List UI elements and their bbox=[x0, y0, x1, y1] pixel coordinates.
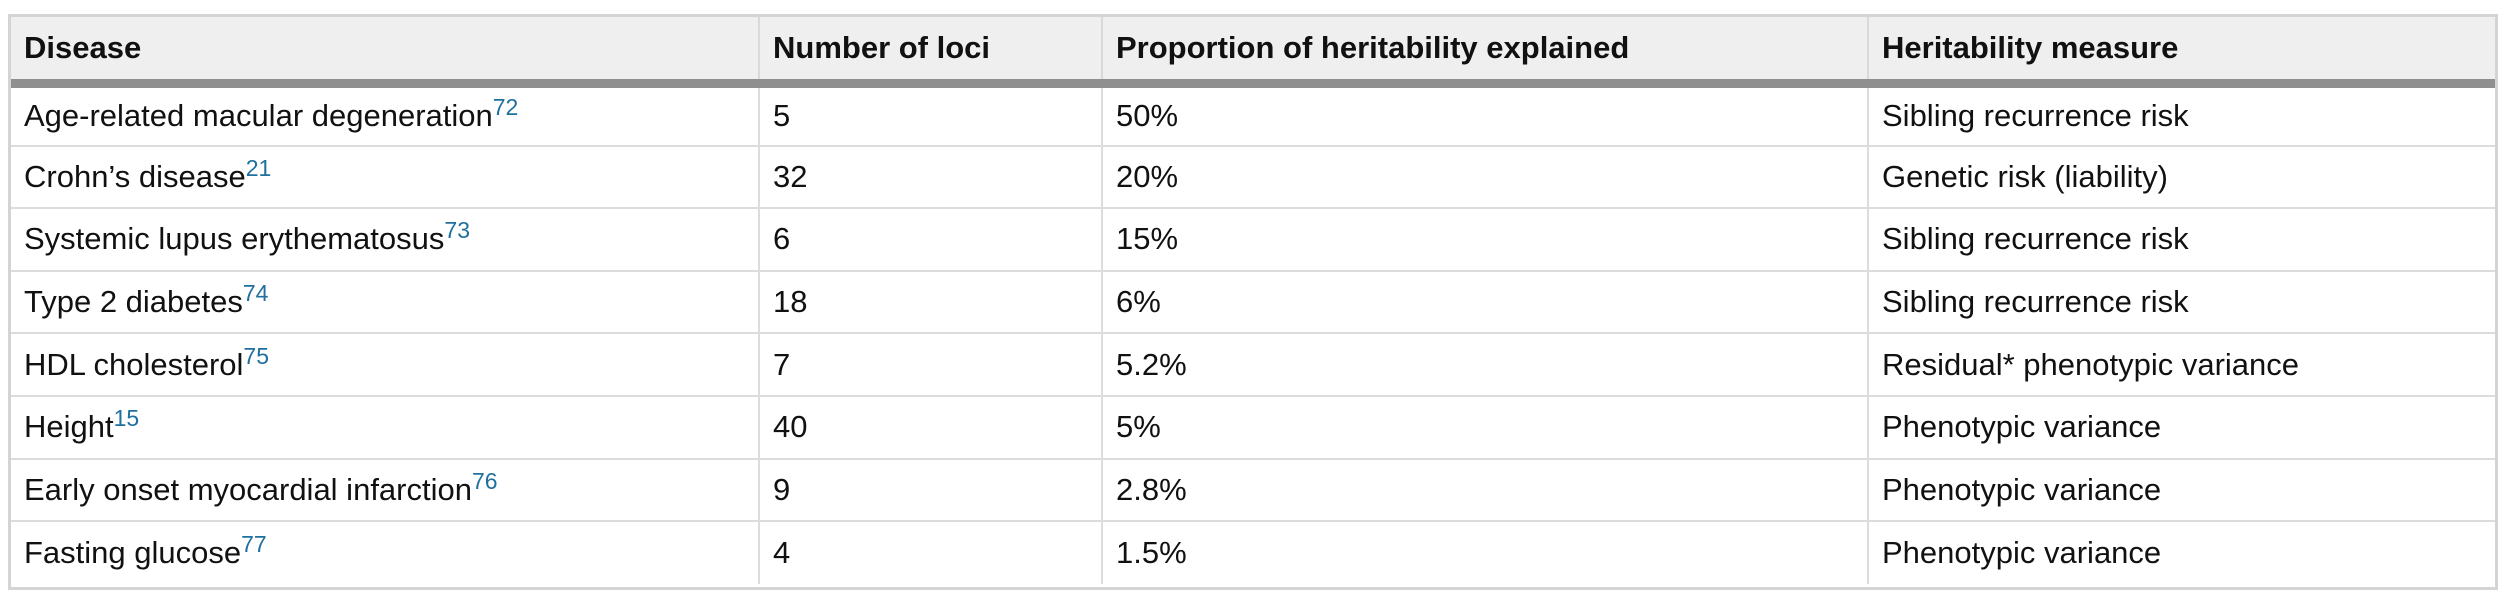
reference-link[interactable]: 74 bbox=[242, 280, 269, 307]
disease-name: Crohn’s disease bbox=[24, 158, 246, 194]
disease-cell: Height15 bbox=[11, 395, 760, 460]
disease-cell: HDL cholesterol75 bbox=[11, 333, 760, 397]
reference-link[interactable]: 15 bbox=[113, 405, 140, 432]
disease-name: Type 2 diabetes bbox=[24, 284, 243, 320]
loci-cell: 5 bbox=[759, 83, 1103, 147]
proportion-cell: 15% bbox=[1102, 208, 1869, 272]
proportion-cell: 5.2% bbox=[1102, 333, 1869, 397]
header-row: Disease Number of loci Proportion of her… bbox=[11, 17, 2495, 88]
reference-link[interactable]: 77 bbox=[241, 530, 267, 557]
disease-name: Early onset myocardial infarction bbox=[24, 471, 472, 507]
measure-cell: Phenotypic variance bbox=[1868, 458, 2495, 523]
table-row: Age-related macular degeneration72 5 50%… bbox=[11, 83, 2495, 147]
loci-cell: 9 bbox=[759, 458, 1103, 523]
column-header-disease: Disease bbox=[11, 17, 760, 88]
measure-cell: Phenotypic variance bbox=[1882, 534, 2162, 570]
table-row: Early onset myocardial infarction76 9 2.… bbox=[11, 458, 2495, 523]
disease-cell: Type 2 diabetes74 bbox=[11, 270, 760, 335]
table-row: HDL cholesterol75 7 5.2% Residual* pheno… bbox=[11, 333, 2495, 397]
proportion-cell: 20% bbox=[1102, 145, 1869, 210]
disease-name: Systemic lupus erythematosus bbox=[24, 221, 445, 257]
proportion-cell: 5% bbox=[1102, 395, 1869, 460]
proportion-cell: 6% bbox=[1102, 270, 1869, 335]
reference-link[interactable]: 73 bbox=[444, 217, 470, 244]
loci-cell: 4 bbox=[759, 521, 1103, 584]
reference-link[interactable]: 72 bbox=[492, 94, 519, 121]
disease-cell: Age-related macular degeneration72 bbox=[11, 83, 760, 147]
column-header-proportion-heritability: Proportion of heritability explained bbox=[1102, 17, 1869, 88]
table-row: Systemic lupus erythematosus73 6 15% Sib… bbox=[11, 208, 2495, 272]
reference-link[interactable]: 75 bbox=[243, 342, 269, 369]
measure-cell: Sibling recurrence risk bbox=[1868, 83, 2495, 147]
proportion-cell: 2.8% bbox=[1102, 458, 1869, 523]
table-row: Type 2 diabetes74 18 6% Sibling recurren… bbox=[11, 270, 2495, 335]
table-body: Age-related macular degeneration72 5 50%… bbox=[11, 83, 2495, 584]
loci-cell: 32 bbox=[759, 145, 1103, 210]
loci-cell: 40 bbox=[759, 395, 1103, 460]
loci-cell: 6 bbox=[759, 208, 1103, 272]
disease-cell: Fasting glucose77 bbox=[11, 521, 760, 584]
disease-cell: Systemic lupus erythematosus73 bbox=[11, 208, 760, 272]
column-header-heritability-measure: Heritability measure bbox=[1868, 17, 2495, 88]
table-header: Disease Number of loci Proportion of her… bbox=[11, 17, 2495, 88]
measure-cell: Sibling recurrence risk bbox=[1868, 270, 2495, 335]
measure-cell: Phenotypic variance bbox=[1868, 395, 2495, 460]
measure-cell: Genetic risk (liability) bbox=[1868, 145, 2495, 210]
disease-name: Age-related macular degeneration bbox=[24, 98, 493, 134]
proportion-cell: 1.5% bbox=[1102, 521, 1869, 584]
table-row: Height15 40 5% Phenotypic variance bbox=[11, 395, 2495, 460]
heritability-table-container: Disease Number of loci Proportion of her… bbox=[8, 14, 2498, 590]
table-row: Fasting glucose77 4 1.5% Phenotypic vari… bbox=[11, 521, 2495, 584]
proportion-cell: 50% bbox=[1102, 83, 1869, 147]
disease-name: HDL cholesterol bbox=[24, 346, 244, 382]
disease-cell: Crohn’s disease21 bbox=[11, 145, 760, 210]
heritability-table: Disease Number of loci Proportion of her… bbox=[11, 17, 2495, 584]
disease-cell: Early onset myocardial infarction76 bbox=[11, 458, 760, 523]
disease-name: Fasting glucose bbox=[24, 534, 242, 570]
column-header-number-of-loci: Number of loci bbox=[759, 17, 1103, 88]
disease-name: Height bbox=[24, 409, 114, 445]
measure-cell: Residual* phenotypic variance bbox=[1868, 333, 2495, 397]
table-row: Crohn’s disease21 32 20% Genetic risk (l… bbox=[11, 145, 2495, 210]
reference-link[interactable]: 76 bbox=[471, 467, 498, 494]
measure-cell: Sibling recurrence risk bbox=[1868, 208, 2495, 272]
loci-cell: 7 bbox=[759, 333, 1103, 397]
loci-cell: 18 bbox=[759, 270, 1103, 335]
reference-link[interactable]: 21 bbox=[245, 154, 272, 181]
